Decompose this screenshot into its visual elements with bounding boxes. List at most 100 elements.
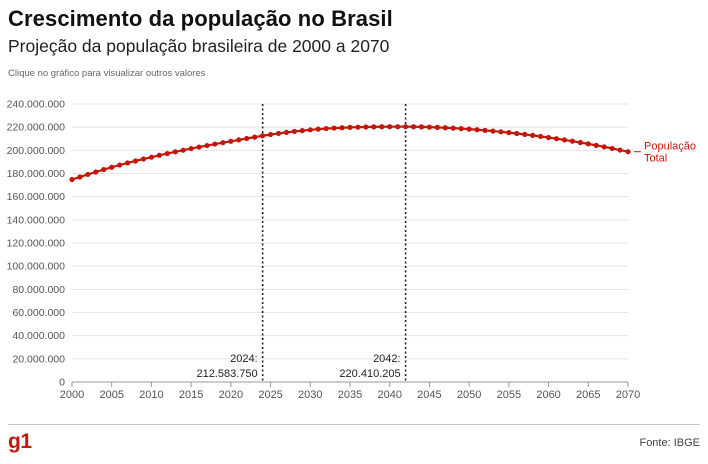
data-point [267,131,274,138]
data-point [482,127,488,133]
data-point [403,124,409,130]
data-point [117,162,123,168]
data-point [593,142,599,148]
x-tick-label: 2055 [497,389,521,401]
data-point [426,124,433,130]
y-tick-label: 0 [59,377,65,389]
data-point [244,135,250,142]
y-tick-label: 240.000.000 [7,99,66,111]
data-point [331,125,337,131]
data-point [434,124,440,130]
data-point [109,164,115,170]
data-point [204,142,210,149]
data-point [212,141,218,147]
data-point [347,124,353,130]
g1-logo: g1 [8,430,32,453]
data-point [252,134,258,140]
data-point [545,134,552,141]
annotation-value-label: 220.410.205 [339,368,400,380]
y-tick-label: 180.000.000 [7,168,66,180]
chart-hint[interactable]: Clique no gráfico para visualizar outros… [8,68,206,79]
x-tick-label: 2000 [60,389,84,401]
chart-title: Crescimento da população no Brasil [8,6,393,31]
x-tick-label: 2065 [576,389,600,401]
data-point [275,130,282,137]
series-line [71,125,629,181]
data-point [339,125,345,131]
y-tick-label: 200.000.000 [7,145,66,157]
data-point [609,145,615,152]
data-point [371,124,377,130]
annotation-value-label: 212.583.750 [196,368,257,380]
x-tick-label: 2050 [457,389,481,401]
x-tick-label: 2040 [377,389,401,401]
y-tick-label: 100.000.000 [7,261,66,273]
data-point [522,131,528,138]
data-point [196,144,202,150]
data-point [387,124,393,130]
data-point [577,139,583,146]
data-point [323,125,329,132]
data-point [260,133,266,139]
x-tick-label: 2030 [298,389,322,401]
data-point [156,152,162,158]
data-point [220,140,226,146]
data-point [355,124,361,130]
annotation-year-label: 2024: [230,353,258,365]
data-point [530,132,536,138]
x-tick-label: 2070 [616,389,640,401]
data-point [395,124,401,130]
data-point [625,149,631,155]
annotation-year-label: 2042: [373,353,401,365]
data-point [418,124,425,130]
data-point [474,127,480,133]
y-tick-label: 80.000.000 [12,284,65,296]
data-point [93,169,99,175]
data-point [617,147,623,153]
data-point [585,141,591,147]
x-tick-label: 2015 [179,389,203,401]
data-point [291,128,297,135]
footer-divider [8,424,700,425]
x-tick-label: 2060 [536,389,560,401]
data-point [69,176,75,183]
data-point [188,145,194,152]
data-point [315,126,321,132]
x-tick-label: 2035 [338,389,362,401]
data-point [442,125,448,131]
data-point [553,136,560,142]
y-tick-label: 40.000.000 [12,330,65,342]
data-point [561,137,568,143]
x-tick-label: 2005 [99,389,123,401]
data-point [77,174,83,180]
y-tick-label: 160.000.000 [7,191,66,203]
data-point [148,154,155,160]
data-point [140,156,147,162]
data-point [458,126,464,132]
y-tick-label: 120.000.000 [7,238,66,250]
data-point [538,133,544,140]
data-point [85,171,91,178]
x-tick-label: 2025 [258,389,282,401]
chart-subtitle: Projeção da população brasileira de 2000… [8,36,390,56]
x-tick-label: 2045 [417,389,441,401]
data-point [228,138,234,144]
data-point [125,160,131,166]
y-tick-label: 20.000.000 [12,353,65,365]
data-point [379,124,385,130]
data-point [101,166,107,173]
data-point [498,129,504,135]
data-point [164,150,170,157]
data-point [450,125,456,131]
data-point [299,128,305,134]
x-tick-label: 2020 [219,389,243,401]
data-point [307,127,313,133]
y-tick-label: 140.000.000 [7,214,66,226]
data-point [132,158,139,164]
population-line-chart[interactable]: 0 20.000.000 40.000.000 60.000.000 80.000.00… [0,0,708,420]
data-point [410,124,417,130]
data-point [236,137,242,143]
data-point [283,129,290,135]
data-point [180,147,186,153]
data-point [490,128,496,134]
